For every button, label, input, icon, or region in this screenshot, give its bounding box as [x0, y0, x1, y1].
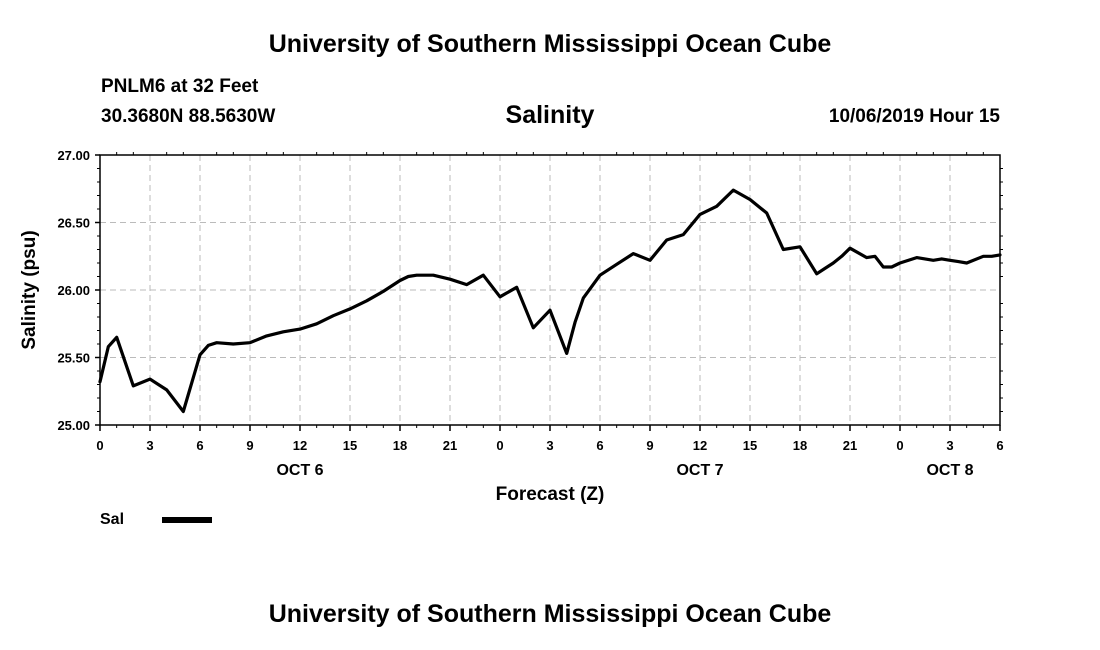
x-tick-label: 21 — [843, 438, 857, 453]
x-tick-label: 18 — [793, 438, 807, 453]
x-tick-label: 12 — [693, 438, 707, 453]
x-tick-label: 6 — [196, 438, 203, 453]
axis-ticks — [95, 152, 1003, 431]
date-label: OCT 7 — [676, 462, 723, 479]
date-label: OCT 8 — [926, 462, 973, 479]
x-tick-label: 9 — [646, 438, 653, 453]
x-tick-label: 3 — [146, 438, 153, 453]
x-tick-label: 3 — [946, 438, 953, 453]
y-tick-label: 25.00 — [57, 418, 90, 433]
axis-labels: 25.00 25.50 26.00 26.50 27.00 0 3 6 9 12 15 18 21 0 3 6… — [57, 148, 1003, 479]
x-axis-title: Forecast (Z) — [496, 484, 605, 505]
grid-lines — [100, 154, 1000, 426]
y-tick-label: 26.50 — [57, 216, 90, 231]
x-tick-label: 0 — [496, 438, 503, 453]
x-tick-label: 15 — [343, 438, 357, 453]
x-tick-label: 9 — [246, 438, 253, 453]
station-coordinates: 30.3680N 88.5630W — [101, 106, 276, 127]
issued-time: 10/06/2019 Hour 15 — [828, 106, 1000, 127]
x-tick-label: 18 — [393, 438, 407, 453]
y-tick-label: 27.00 — [57, 148, 90, 163]
x-tick-label: 3 — [546, 438, 553, 453]
y-tick-label: 26.00 — [57, 283, 90, 298]
page-title: University of Southern Mississippi Ocean… — [268, 30, 832, 58]
x-tick-label: 12 — [293, 438, 307, 453]
x-tick-label: 21 — [443, 438, 457, 453]
salinity-series-line — [98, 188, 1002, 414]
x-tick-label: 6 — [996, 438, 1003, 453]
x-tick-label: 6 — [596, 438, 603, 453]
y-tick-label: 25.50 — [57, 351, 90, 366]
legend: Sal — [100, 511, 212, 528]
chart-title: Salinity — [505, 101, 595, 129]
x-tick-label: 0 — [96, 438, 103, 453]
station-label: PNLM6 at 32 Feet — [101, 76, 259, 97]
footer-title: University of Southern Mississippi Ocean… — [268, 600, 832, 628]
y-axis-title: Salinity (psu) — [19, 230, 40, 349]
legend-label: Sal — [100, 511, 124, 528]
date-label: OCT 6 — [276, 462, 323, 479]
x-tick-label: 0 — [896, 438, 903, 453]
x-tick-label: 15 — [743, 438, 757, 453]
